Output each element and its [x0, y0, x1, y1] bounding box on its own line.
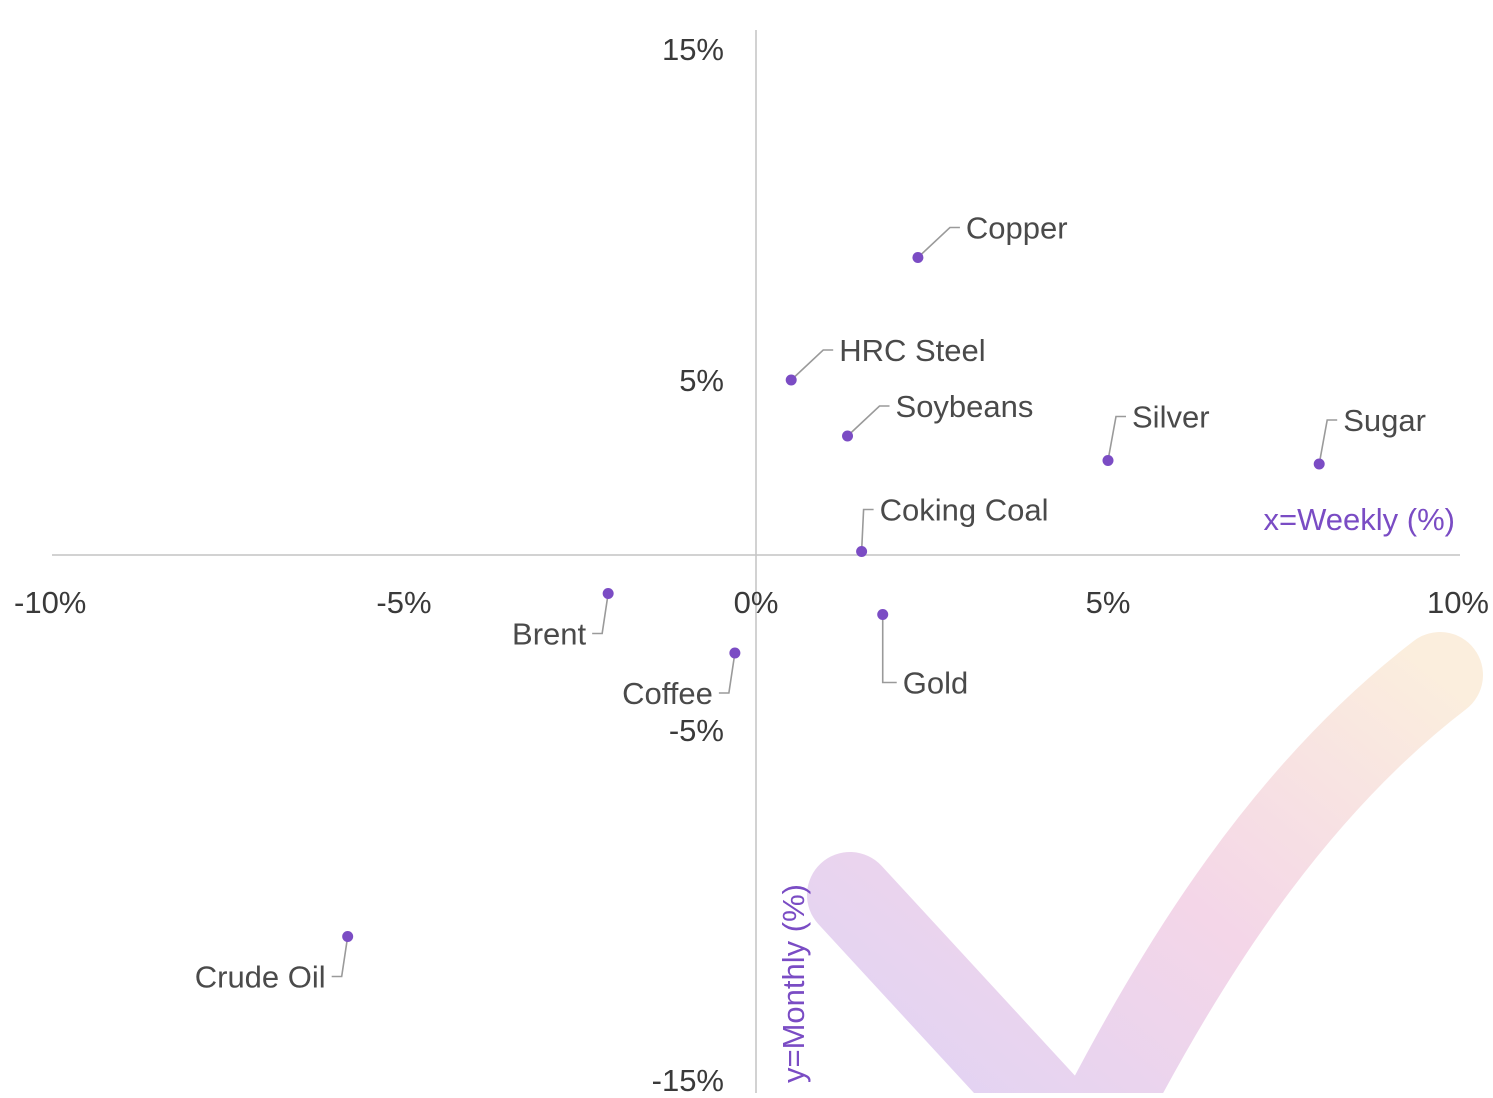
leader-line	[592, 593, 609, 635]
checkmark-watermark	[807, 632, 1483, 1098]
point-label: Coffee	[622, 676, 713, 711]
point-label: Coking Coal	[880, 493, 1049, 528]
x-tick-label: -5%	[376, 585, 431, 620]
point-marker	[1102, 455, 1114, 466]
leader-line	[846, 405, 890, 437]
data-point: Crude Oil	[195, 931, 354, 995]
point-marker	[342, 931, 354, 942]
data-point: Silver	[1102, 400, 1210, 466]
x-tick-label: 10%	[1427, 585, 1489, 620]
point-marker	[729, 647, 741, 659]
leader-line	[718, 652, 736, 694]
x-tick-label: 0%	[734, 585, 779, 620]
leader-line	[1107, 415, 1126, 461]
data-points: Copper HRC Steel Soybeans Silver Sugar Coking…	[195, 211, 1426, 995]
x-tick-label: 5%	[1086, 585, 1131, 620]
point-label: Soybeans	[896, 389, 1034, 424]
point-label: HRC Steel	[839, 333, 985, 368]
leader-line	[860, 508, 874, 552]
y-axis-title: y=Monthly (%)	[776, 884, 811, 1083]
point-label: Gold	[903, 666, 968, 701]
data-point: HRC Steel	[785, 333, 986, 386]
y-tick-label: 15%	[662, 32, 724, 67]
point-marker	[602, 588, 614, 599]
point-label: Silver	[1132, 400, 1210, 435]
data-point: Coking Coal	[856, 493, 1049, 557]
point-marker	[842, 430, 854, 442]
data-point: Gold	[877, 609, 968, 701]
point-marker	[912, 252, 924, 263]
leader-line	[1318, 419, 1338, 465]
data-point: Sugar	[1313, 403, 1426, 470]
x-axis-title: x=Weekly (%)	[1264, 502, 1456, 537]
leader-line	[881, 614, 897, 684]
y-tick-labels: 15% 5% -5% -15%	[652, 32, 724, 1098]
point-label: Crude Oil	[195, 960, 326, 995]
data-point: Soybeans	[842, 389, 1033, 442]
point-label: Copper	[966, 211, 1068, 246]
point-marker	[877, 609, 889, 620]
x-tick-label: -10%	[14, 585, 86, 620]
x-tick-labels: -10% -5% 0% 5% 10%	[14, 585, 1489, 620]
point-marker	[856, 546, 868, 557]
leader-line	[790, 349, 834, 381]
y-tick-label: -5%	[669, 713, 724, 748]
data-point: Copper	[912, 211, 1068, 263]
leader-line	[917, 226, 960, 259]
leader-line	[331, 936, 349, 978]
point-marker	[785, 374, 797, 386]
point-marker	[1313, 458, 1325, 470]
data-point: Coffee	[622, 647, 741, 711]
data-point: Brent	[512, 588, 614, 652]
point-label: Brent	[512, 617, 586, 652]
y-tick-label: 5%	[679, 363, 724, 398]
point-label: Sugar	[1343, 403, 1426, 438]
y-tick-label: -15%	[652, 1063, 724, 1093]
